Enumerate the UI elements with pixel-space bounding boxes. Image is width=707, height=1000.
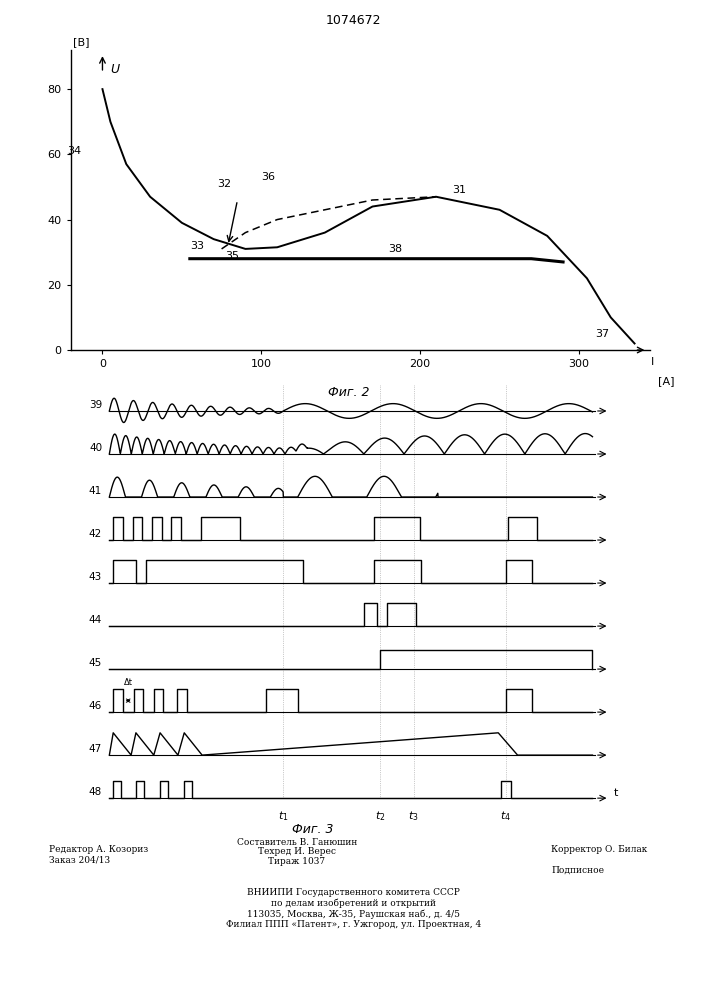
- Text: $t_4$: $t_4$: [500, 809, 511, 823]
- Text: 46: 46: [89, 701, 102, 711]
- Text: 41: 41: [89, 486, 102, 496]
- Text: 31: 31: [452, 185, 466, 195]
- Text: 39: 39: [89, 400, 102, 410]
- Text: 34: 34: [68, 146, 81, 156]
- Text: 45: 45: [89, 658, 102, 668]
- Text: [А]: [А]: [658, 376, 675, 386]
- Text: $t_3$: $t_3$: [409, 809, 419, 823]
- Text: U: U: [110, 63, 119, 76]
- Text: 33: 33: [189, 241, 204, 251]
- Text: 42: 42: [89, 529, 102, 539]
- Text: Δt: Δt: [124, 678, 133, 687]
- Text: Составитель В. Ганюшин: Составитель В. Ганюшин: [237, 838, 357, 847]
- Text: t: t: [614, 788, 619, 798]
- Text: 32: 32: [217, 179, 231, 189]
- Text: I: I: [650, 357, 654, 367]
- Text: [В]: [В]: [74, 37, 90, 47]
- Text: $t_2$: $t_2$: [375, 809, 385, 823]
- Text: Редактор А. Козориз
Заказ 204/13: Редактор А. Козориз Заказ 204/13: [49, 845, 148, 864]
- Text: 36: 36: [262, 172, 275, 182]
- Text: 38: 38: [388, 244, 402, 254]
- Text: Фиг. 2: Фиг. 2: [328, 386, 370, 399]
- Text: 47: 47: [89, 744, 102, 754]
- Text: 43: 43: [89, 572, 102, 582]
- Text: ВНИИПИ Государственного комитета СССР
по делам изобретений и открытий
113035, Мо: ВНИИПИ Государственного комитета СССР по…: [226, 888, 481, 929]
- Text: Корректор О. Билак

Подписное: Корректор О. Билак Подписное: [551, 845, 648, 875]
- Text: $t_1$: $t_1$: [278, 809, 288, 823]
- Text: 48: 48: [89, 787, 102, 797]
- Text: Техред И. Верес
Тираж 1037: Техред И. Верес Тираж 1037: [258, 847, 336, 866]
- Text: 35: 35: [225, 251, 239, 261]
- Text: 37: 37: [595, 329, 609, 339]
- Text: 40: 40: [89, 443, 102, 453]
- Text: 1074672: 1074672: [326, 13, 381, 26]
- Text: Фиг. 3: Фиг. 3: [291, 823, 333, 836]
- Text: 44: 44: [89, 615, 102, 625]
